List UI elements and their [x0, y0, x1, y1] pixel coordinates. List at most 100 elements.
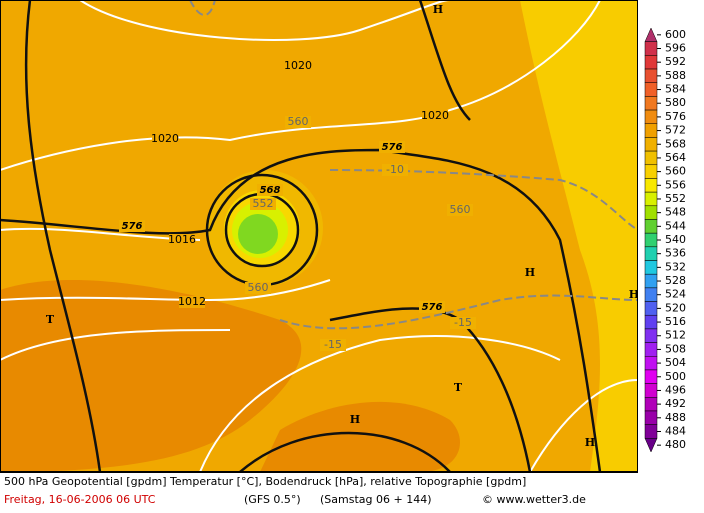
legend-label: 532	[665, 260, 686, 273]
pressure-center: H	[433, 3, 443, 16]
contour-label: 568	[260, 185, 281, 196]
legend-label: 540	[665, 233, 686, 246]
contour-label: 1020	[151, 132, 179, 145]
legend-label: 576	[665, 110, 686, 123]
pressure-center: H	[350, 413, 360, 426]
legend-swatch	[644, 191, 658, 207]
legend-label: 488	[665, 411, 686, 424]
legend-label: 484	[665, 424, 686, 437]
contour-label: -15	[324, 338, 342, 351]
legend-swatch	[644, 27, 658, 42]
pressure-center: H	[525, 266, 535, 279]
legend-label: 536	[665, 247, 686, 260]
footer-credit: © www.wetter3.de	[482, 493, 586, 506]
legend-label: 504	[665, 356, 686, 369]
label-bg	[257, 184, 283, 196]
label-bg	[285, 116, 311, 128]
dark-region	[0, 280, 302, 472]
legend-swatch	[644, 287, 658, 302]
low-core	[238, 214, 278, 254]
legend-swatch	[644, 397, 658, 412]
legend-swatch	[644, 273, 658, 289]
legend-swatch	[644, 246, 658, 261]
legend-swatch	[644, 137, 658, 152]
legend-label: 568	[665, 137, 686, 150]
footer-description: 500 hPa Geopotential [gpdm] Temperatur […	[4, 475, 526, 488]
color-legend: 6005965925885845805765725685645605565525…	[644, 27, 686, 453]
label-bg	[379, 141, 405, 153]
legend-label: 528	[665, 274, 686, 287]
legend-swatch	[644, 438, 658, 453]
label-bg	[447, 204, 473, 216]
legend-swatch	[644, 123, 658, 138]
legend-swatch	[644, 232, 658, 248]
contour-label: 560	[288, 115, 309, 128]
label-bg	[450, 317, 476, 329]
legend-swatch	[644, 150, 658, 166]
legend-label: 572	[665, 124, 686, 137]
footer-forecast: (Samstag 06 + 144)	[320, 493, 432, 506]
legend-swatch	[644, 342, 658, 357]
legend-label: 500	[665, 370, 686, 383]
legend-swatch	[644, 164, 658, 179]
contour-label: 576	[122, 221, 143, 232]
legend-swatch	[644, 424, 658, 439]
legend-swatch	[644, 55, 658, 70]
contour-label: 1016	[168, 233, 196, 246]
legend-label: 544	[665, 219, 686, 232]
label-bg	[250, 198, 276, 210]
pressure-center: T	[46, 313, 55, 326]
legend-swatch	[644, 369, 658, 384]
legend-swatch	[644, 301, 658, 316]
contour-label: 560	[248, 281, 269, 294]
legend-swatch	[644, 68, 658, 83]
legend-label: 492	[665, 397, 686, 410]
legend-swatch	[644, 178, 658, 193]
label-bg	[245, 282, 271, 294]
contour-label: 1012	[178, 295, 206, 308]
legend-swatch	[644, 109, 658, 124]
legend-swatch	[644, 82, 658, 97]
legend-swatch	[644, 410, 658, 425]
legend-label: 580	[665, 96, 686, 109]
legend-label: 592	[665, 55, 686, 68]
legend-label: 600	[665, 28, 686, 41]
contour-label: 576	[422, 302, 443, 313]
legend-label: 588	[665, 69, 686, 82]
legend-swatch	[644, 41, 658, 56]
legend-label: 584	[665, 83, 686, 96]
legend-label: 524	[665, 288, 686, 301]
footer-model: (GFS 0.5°)	[244, 493, 301, 506]
label-bg	[179, 296, 205, 308]
legend-label: 520	[665, 301, 686, 314]
pressure-center: T	[454, 381, 463, 394]
footer-date: Freitag, 16-06-2006 06 UTC	[4, 493, 156, 506]
label-bg	[285, 60, 311, 72]
legend-label: 516	[665, 315, 686, 328]
legend-swatch	[644, 356, 658, 371]
legend-swatch	[644, 219, 658, 234]
contour-label: 552	[253, 197, 274, 210]
legend-label: 556	[665, 178, 686, 191]
warm-region	[520, 0, 638, 472]
legend-label: 480	[665, 438, 686, 451]
contour-label: -10	[386, 163, 404, 176]
legend-label: 508	[665, 342, 686, 355]
legend-label: 564	[665, 151, 686, 164]
contour-label: 1020	[284, 59, 312, 72]
legend-swatch	[644, 314, 658, 330]
legend-swatch	[644, 96, 658, 111]
label-bg	[169, 234, 195, 246]
label-bg	[419, 301, 445, 313]
contour-label: 576	[382, 142, 403, 153]
label-bg	[422, 110, 448, 122]
contour-label: -15	[454, 316, 472, 329]
legend-label: 548	[665, 206, 686, 219]
legend-swatch	[644, 383, 658, 398]
legend-label: 596	[665, 42, 686, 55]
dark-region	[260, 401, 460, 472]
legend-label: 552	[665, 192, 686, 205]
legend-label: 560	[665, 165, 686, 178]
